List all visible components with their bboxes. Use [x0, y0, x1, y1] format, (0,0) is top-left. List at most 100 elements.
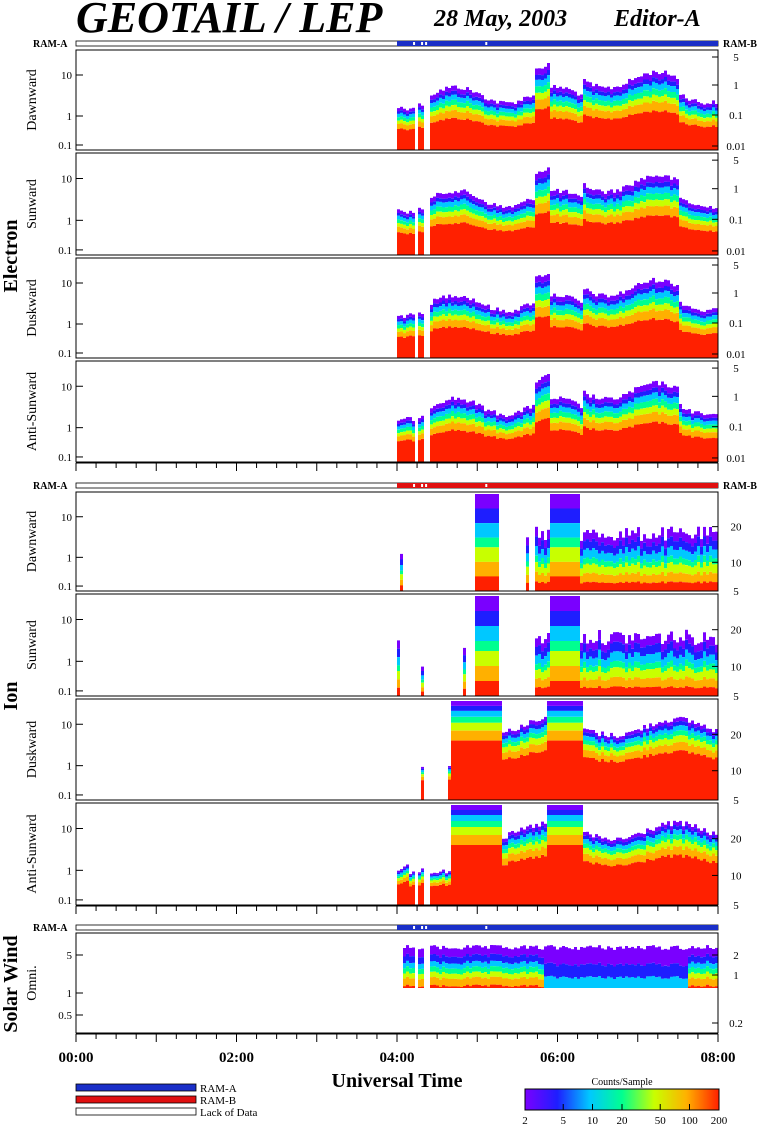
panel-frame [75, 360, 719, 463]
y-tick-label: 10 [61, 512, 73, 524]
y-tick-label: 0.1 [58, 686, 72, 698]
y2-tick-label: 10 [731, 557, 743, 569]
y2-tick-label: 0.01 [726, 453, 745, 465]
x-tick-label: 04:00 [380, 1050, 415, 1066]
y2-tick-label: 0.01 [726, 246, 745, 258]
legend-swatch [75, 1107, 197, 1116]
y-tick-label: 1 [67, 865, 73, 877]
spectrogram-data [403, 945, 718, 988]
colorbar-tick-label: 20 [617, 1115, 629, 1127]
spectrogram-data [397, 167, 718, 255]
y2-tick-label: 5 [733, 260, 739, 272]
ram-strip-3 [75, 924, 719, 931]
y2-tick-label: 0.1 [729, 214, 743, 226]
figure-editor: Editor-A [613, 6, 701, 32]
spectrogram-data [421, 701, 718, 800]
y-tick-label: 5 [67, 950, 73, 962]
panel-frame [75, 802, 719, 906]
colorbar-tick-label: 100 [681, 1115, 698, 1127]
spectrogram-data [397, 805, 718, 905]
x-tick-label: 08:00 [701, 1050, 736, 1066]
spectrogram-data [397, 274, 718, 358]
colorbar-tick-label: 10 [587, 1115, 599, 1127]
y2-tick-label: 1 [733, 391, 739, 403]
ram-strip-fill [397, 483, 718, 488]
y-tick-label: 1 [67, 423, 73, 435]
y2-tick-label: 0.01 [726, 349, 745, 361]
y-tick-label: 1 [67, 988, 73, 1000]
y-tick-label: 0.1 [58, 581, 72, 593]
ram-a-label-solar-wind: RAM-A [33, 923, 68, 934]
y-tick-label: 10 [61, 278, 73, 290]
panel-7: Duskward 10 1 0.1 20 10 5 [25, 698, 743, 807]
y-tick-label: 0.1 [58, 140, 72, 152]
colorbar-title: Counts/Sample [591, 1077, 653, 1088]
y-tick-label: 1 [67, 215, 73, 227]
x-tick-label: 06:00 [540, 1050, 575, 1066]
y-tick-label: 10 [61, 70, 73, 82]
y2-tick-label: 0.2 [729, 1018, 743, 1030]
ram-status-strips [75, 40, 719, 931]
ram-a-label-electron: RAM-A [33, 39, 68, 50]
y-tick-label: 0.1 [58, 245, 72, 257]
x-tick-label: 00:00 [59, 1050, 94, 1066]
ram-b-label-electron: RAM-B [723, 39, 757, 50]
y2-tick-label: 5 [733, 363, 739, 375]
y2-tick-label: 2 [733, 950, 739, 962]
time-axis-2 [75, 905, 719, 914]
panel-frame [75, 152, 719, 256]
y-tick-label: 1 [67, 319, 73, 331]
y2-tick-label: 1 [733, 184, 739, 196]
y2-tick-label: 20 [731, 522, 743, 534]
x-tick-label: 02:00 [219, 1050, 254, 1066]
spectrogram-data [397, 596, 718, 696]
panel-frame [75, 698, 719, 801]
y-tick-label: 10 [61, 615, 73, 627]
y-tick-label: 0.5 [58, 1010, 72, 1022]
spectrogram-panels: Dawnward 10 1 0.1 5 1 0.1 0.01 Sunward 10 1 0.1 5 1 0.… [25, 49, 746, 1034]
panel-ylabel: Anti-Sunward [25, 372, 40, 451]
panel-ylabel: Duskward [25, 721, 40, 779]
y2-tick-label: 5 [733, 795, 739, 807]
y2-tick-label: 1 [733, 80, 739, 92]
y2-tick-label: 0.1 [729, 318, 743, 330]
y2-tick-label: 10 [731, 766, 743, 778]
y-tick-label: 0.1 [58, 790, 72, 802]
y-tick-label: 0.1 [58, 452, 72, 464]
legend-item: RAM-A [75, 1083, 237, 1095]
spectrogram-data [397, 63, 718, 150]
y2-tick-label: 0.1 [729, 422, 743, 434]
spectrogram-data [397, 374, 718, 462]
y2-tick-label: 5 [733, 155, 739, 167]
y2-tick-label: 0.1 [729, 110, 743, 122]
y-tick-label: 10 [61, 719, 73, 731]
panel-ylabel: Anti-Sunward [25, 814, 40, 893]
panel-frame [75, 491, 719, 592]
y2-tick-label: 20 [731, 834, 743, 846]
y-tick-label: 1 [67, 111, 73, 123]
panel-ylabel: Sunward [25, 620, 40, 670]
y-tick-label: 1 [67, 656, 73, 668]
group-label-ion: Ion [0, 682, 22, 711]
y2-tick-label: 1 [733, 288, 739, 300]
y-tick-label: 10 [61, 824, 73, 836]
ram-a-label-ion: RAM-A [33, 481, 68, 492]
panel-frame [75, 593, 719, 697]
panel-ylabel: Dawnward [25, 511, 40, 572]
legend-label: Lack of Data [200, 1107, 258, 1119]
group-label-solar-wind: Solar Wind [0, 935, 22, 1032]
colorbar-tick-label: 50 [655, 1115, 667, 1127]
legend-label: RAM-B [200, 1095, 236, 1107]
y2-tick-label: 5 [733, 52, 739, 64]
group-label-electron: Electron [0, 220, 22, 293]
x-axis-title: Universal Time [332, 1070, 463, 1092]
colorbar-tick-label: 200 [711, 1115, 728, 1127]
y-tick-label: 1 [67, 552, 73, 564]
panel-8: Anti-Sunward 10 1 0.1 20 10 5 [25, 802, 743, 912]
panel-1: Dawnward 10 1 0.1 5 1 0.1 0.01 [25, 49, 746, 153]
legend-label: RAM-A [200, 1083, 237, 1095]
y2-tick-label: 5 [733, 586, 739, 598]
panel-ylabel: Omni. [25, 965, 40, 1000]
time-axis-3 [75, 1033, 719, 1042]
